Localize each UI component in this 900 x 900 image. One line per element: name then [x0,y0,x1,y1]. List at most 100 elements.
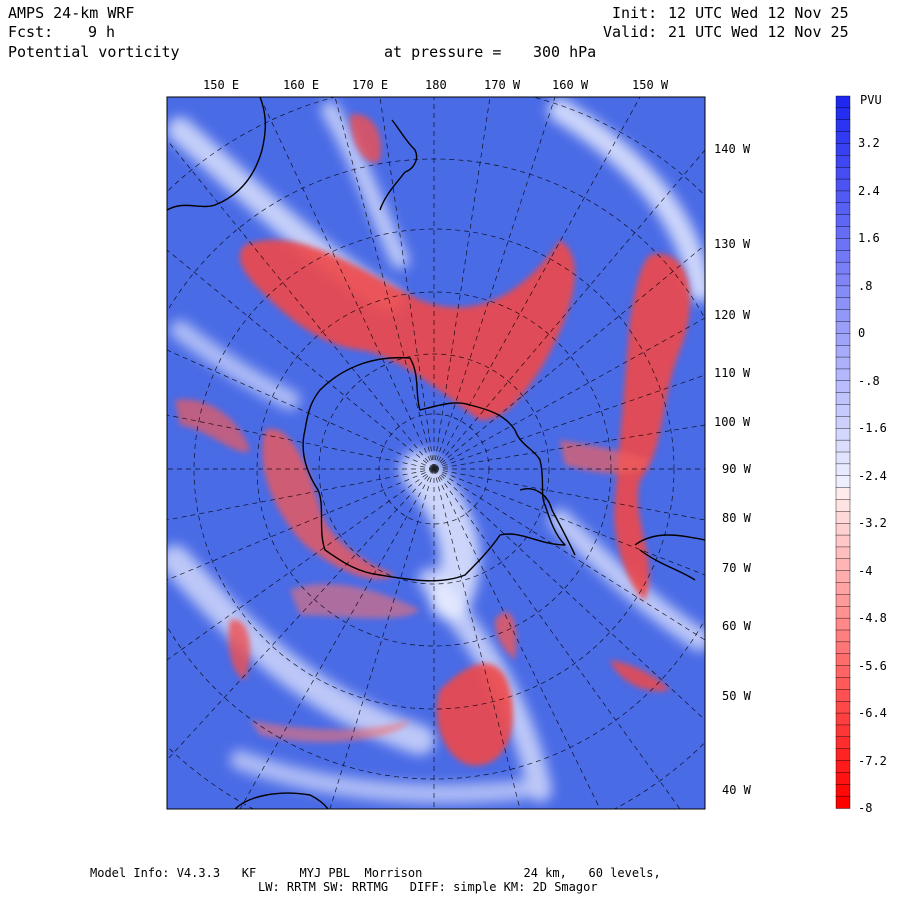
colorbar-cell [835,273,851,287]
antarctica-coast [302,356,566,582]
new-zealand-north [391,119,418,173]
lon-label-right: 100 W [714,415,751,429]
colorbar-cell [835,285,851,299]
colorbar-unit: PVU [860,93,882,107]
colorbar-cell [835,475,851,489]
colorbar-cell [835,404,851,418]
lon-label-right: 120 W [714,308,751,322]
colorbar-tick-label: 0 [858,326,866,341]
colorbar-cell [835,748,851,762]
colorbar-cell [835,380,851,394]
colorbar-cell [835,523,851,536]
colorbar-tick-label: -2.4 [858,468,887,483]
physics-info: LW: RRTM SW: RRTMG DIFF: simple KM: 2D S… [258,880,598,894]
colorbar-cell [835,451,851,465]
colorbar-cell [835,570,851,584]
colorbar-cell [835,356,851,370]
colorbar-cell [835,155,851,168]
colorbar-cell [835,546,851,560]
colorbar-cell [835,617,851,631]
coastlines [167,97,705,809]
colorbar-tick-label: -4 [858,563,873,578]
lon-label-top: 160 W [552,78,589,92]
lon-label-right: 50 W [722,689,751,703]
colorbar-cell [835,665,851,679]
colorbar-tick-label: -5.6 [858,658,887,673]
colorbar-cell [835,795,851,809]
colorbar-cell [835,226,851,240]
colorbar-cell [835,629,851,643]
antarctic-peninsula [519,488,576,556]
colorbar-cell [835,760,851,774]
colorbar-cell [835,166,851,180]
lon-label-top: 160 E [283,78,320,92]
valid-label: Valid: [603,23,658,41]
colorbar-cell [835,487,851,501]
colorbar-cell [835,499,851,513]
australia-coast [167,97,267,211]
south-america-coast [634,534,705,581]
colorbar-cell [835,368,851,382]
lon-label-right: 130 W [714,237,751,251]
colorbar-cell [835,428,851,441]
colorbar-cell [835,392,851,406]
colorbar-cell [835,784,851,797]
colorbar-cell [835,534,851,548]
colorbar-cell [835,594,851,607]
lon-label-right: 110 W [714,366,751,380]
colorbar-cell [835,119,851,133]
colorbar-tick-label: 2.4 [858,183,880,198]
colorbar-cell [835,712,851,726]
field-name: Potential vorticity [8,43,180,61]
colorbar-cell [835,321,851,335]
colorbar-cell [835,463,851,477]
lon-label-top: 150 W [632,78,669,92]
colorbar-cell [835,190,851,204]
colorbar-cell [835,641,851,655]
level-value: 300 hPa [533,43,597,61]
colorbar-cell [835,95,851,109]
lon-label-right: 40 W [722,783,751,797]
colorbar-cell [835,582,851,596]
lon-label-right: 80 W [722,511,751,525]
colorbar-cell [835,309,851,323]
colorbar-cell [835,261,851,275]
colorbar-tick-label: -3.2 [858,516,887,531]
lon-label-top: 180 [425,78,447,92]
colorbar-tick-label: -1.6 [858,421,887,436]
model-info: Model Info: V4.3.3 KF MYJ PBL Morrison 2… [90,866,661,880]
colorbar-cell [835,416,851,429]
colorbar-cell [835,558,851,572]
colorbar-cell [835,131,851,145]
graticule [167,97,705,809]
colorbar-tick-label: -6.4 [858,706,887,721]
colorbar-cell [835,107,851,121]
valid-time: 21 UTC Wed 12 Nov 25 [668,23,849,41]
colorbar-cell [835,202,851,216]
lon-label-right: 60 W [722,619,751,633]
lon-label-top: 170 W [484,78,521,92]
colorbar-cell [835,214,851,228]
pv-negative-features [175,114,690,766]
map-frame [166,96,706,810]
init-time: 12 UTC Wed 12 Nov 25 [668,4,849,22]
colorbar-tick-label: 3.2 [858,136,880,151]
colorbar-cell [835,689,851,702]
colorbar-tick-label: .8 [858,278,873,293]
colorbar-cell [835,653,851,667]
colorbar-cell [835,724,851,738]
init-label: Init: [612,4,658,22]
colorbar-cell [835,606,851,619]
level-label: at pressure = [384,43,502,61]
colorbar-tick-label: -7.2 [858,753,887,768]
colorbar-tick-label: -.8 [858,373,880,388]
lon-label-top: 150 E [203,78,240,92]
colorbar-tick-label: -8 [858,801,873,815]
colorbar-cell [835,439,851,453]
colorbar-cell [835,772,851,785]
colorbar-tick-label: 1.6 [858,231,880,246]
colorbar-cell [835,238,851,251]
lon-label-right: 90 W [722,462,751,476]
